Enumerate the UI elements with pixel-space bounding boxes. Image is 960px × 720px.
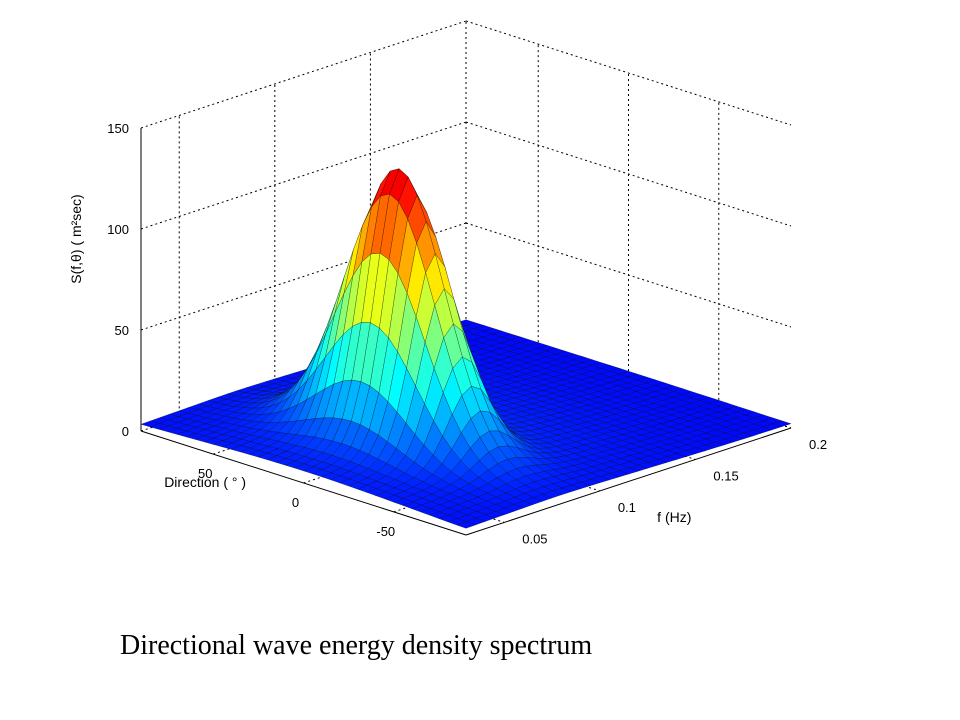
y-tick-label: 50 [198, 466, 212, 481]
x-axis-line [465, 427, 792, 536]
z-axis-label: S(f,θ) ( m²sec) [68, 194, 84, 283]
z-tick-label: 150 [107, 121, 129, 136]
z-tick-label: 0 [122, 424, 129, 439]
x-tick-label: 0.1 [618, 500, 636, 515]
y-axis-label: Direction ( ° ) [164, 474, 246, 490]
x-tick-label: 0.15 [713, 468, 738, 483]
tick-labels: 0 50 100 150 0.05 0.1 0.15 0.2 -50 0 50 [107, 121, 827, 546]
x-tick-label: 0.2 [809, 437, 827, 452]
x-axis-label: f (Hz) [657, 509, 691, 525]
x-tick-label: 0.05 [522, 531, 547, 546]
y-tick-label: 0 [292, 495, 299, 510]
y-axis-line [140, 430, 467, 536]
spectrum-surface [140, 168, 792, 529]
grid-line-z-back-right [465, 20, 792, 126]
surface-facet [456, 521, 477, 529]
y-tick-label: -50 [376, 524, 395, 539]
z-tick-label: 100 [107, 222, 129, 237]
z-tick-label: 50 [115, 323, 129, 338]
surface-plot: 0 50 100 150 0.05 0.1 0.15 0.2 -50 0 50 f (Hz) Dir… [68, 20, 827, 546]
figure-caption: Directional wave energy density spectrum [120, 630, 593, 661]
grid-line-z-back-left [140, 20, 467, 129]
grid-line-z-back-left [140, 121, 467, 230]
